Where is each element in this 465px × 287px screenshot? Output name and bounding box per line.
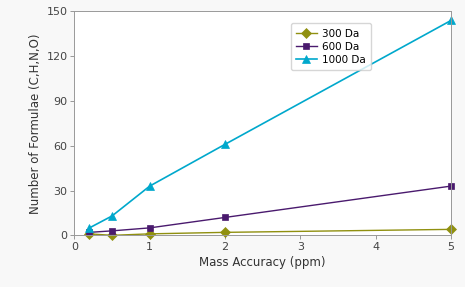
Line: 300 Da: 300 Da — [86, 226, 454, 239]
Y-axis label: Number of Formulae (C,H,N,O): Number of Formulae (C,H,N,O) — [29, 33, 42, 214]
600 Da — [109, 229, 115, 232]
1000 Da — [448, 19, 454, 22]
1000 Da — [222, 143, 228, 146]
300 Da — [109, 234, 115, 237]
600 Da — [448, 184, 454, 188]
600 Da — [86, 231, 92, 234]
Legend: 300 Da, 600 Da, 1000 Da: 300 Da, 600 Da, 1000 Da — [291, 24, 371, 70]
300 Da — [448, 228, 454, 231]
300 Da — [86, 232, 92, 236]
300 Da — [222, 231, 228, 234]
300 Da — [147, 232, 153, 236]
1000 Da — [109, 214, 115, 218]
1000 Da — [147, 184, 153, 188]
600 Da — [222, 216, 228, 219]
600 Da — [147, 226, 153, 230]
Line: 600 Da: 600 Da — [86, 183, 454, 236]
X-axis label: Mass Accuracy (ppm): Mass Accuracy (ppm) — [199, 257, 326, 269]
Line: 1000 Da: 1000 Da — [85, 16, 455, 232]
1000 Da — [86, 226, 92, 230]
